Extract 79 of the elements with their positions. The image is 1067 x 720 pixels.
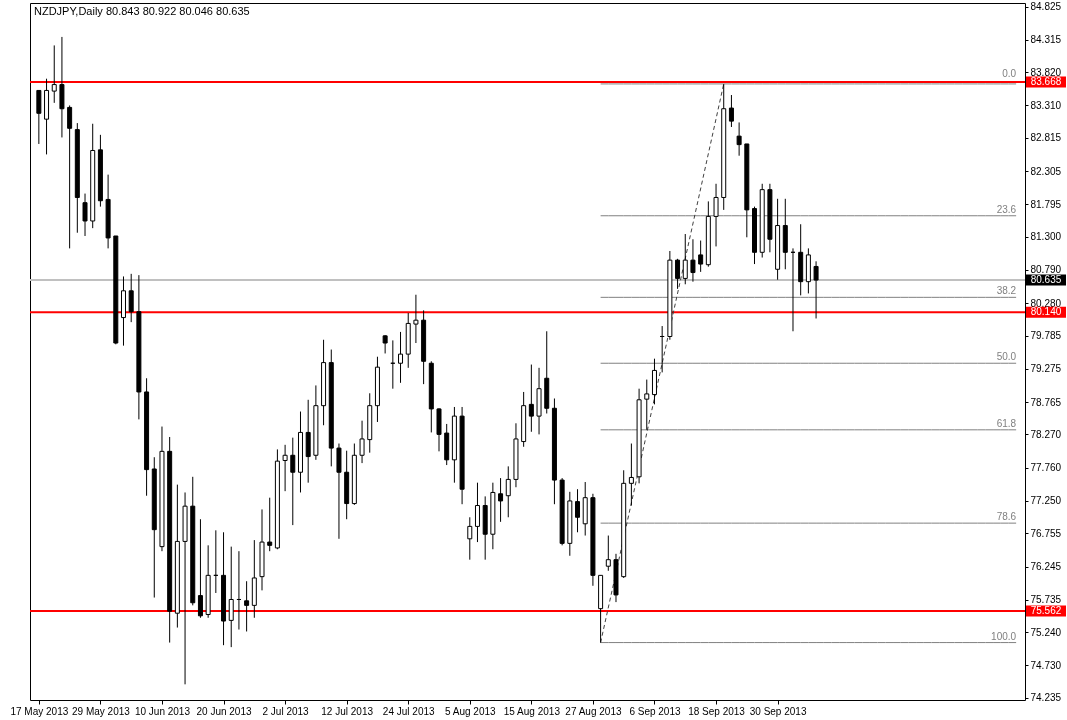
y-tick-label: 76.245 — [1030, 561, 1062, 573]
y-tick-label: 83.310 — [1030, 99, 1062, 111]
candlestick — [682, 233, 688, 285]
y-tick-label: 81.795 — [1030, 198, 1062, 210]
chart-title: NZDJPY,Daily 80.843 80.922 80.046 80.635 — [34, 5, 250, 17]
candlestick — [128, 273, 134, 323]
candlestick — [413, 294, 419, 344]
x-tick-label: 10 Jun 2013 — [134, 705, 191, 717]
candlestick — [398, 331, 404, 384]
x-tick-label: 20 Jun 2013 — [196, 705, 252, 717]
y-tick-label: 84.825 — [1030, 1, 1062, 13]
x-tick-label: 12 Jul 2013 — [321, 705, 374, 717]
y-tick-label: 79.785 — [1030, 330, 1062, 342]
y-tick-label: 78.765 — [1030, 396, 1062, 408]
ref-line-label: 80.140 — [1030, 306, 1062, 318]
y-tick-label: 74.235 — [1030, 692, 1062, 704]
ref-line-label: 75.562 — [1030, 605, 1062, 617]
candlestick — [36, 89, 42, 145]
x-tick-label: 27 Aug 2013 — [565, 705, 622, 717]
y-tick-label: 82.815 — [1030, 132, 1062, 144]
candlestick — [51, 44, 57, 104]
candlestick — [813, 260, 819, 319]
y-tick-label: 76.755 — [1030, 527, 1062, 539]
x-tick-label: 15 Aug 2013 — [503, 705, 561, 717]
candlestick — [605, 535, 611, 572]
y-tick-label: 77.250 — [1030, 495, 1062, 507]
candlestick — [267, 497, 273, 552]
ref-line-label: 80.635 — [1030, 274, 1062, 286]
candlestick — [505, 465, 511, 518]
series-label: 38.2 — [996, 285, 1017, 297]
y-tick-label: 78.270 — [1030, 428, 1062, 440]
series-label: 50.0 — [996, 351, 1017, 363]
candlestick — [197, 518, 203, 619]
candlestick — [359, 420, 365, 464]
y-tick-label: 83.820 — [1030, 66, 1062, 78]
candlestick — [528, 364, 534, 433]
series-label: 61.8 — [996, 417, 1017, 429]
candlestick — [498, 477, 504, 523]
candlestick — [282, 444, 288, 492]
series-label: 23.6 — [996, 203, 1017, 215]
x-tick-label: 24 Jul 2013 — [382, 705, 436, 717]
candlestick — [228, 546, 234, 648]
candlestick — [713, 183, 719, 247]
candlestick — [698, 240, 704, 273]
candlestick — [736, 121, 742, 157]
y-tick-label: 84.315 — [1030, 34, 1062, 46]
candlestick — [628, 443, 634, 507]
candlestick — [474, 482, 480, 543]
candlestick — [382, 334, 388, 354]
y-tick-label: 75.735 — [1030, 594, 1062, 606]
candlestick — [82, 193, 88, 237]
x-tick-label: 18 Sep 2013 — [688, 705, 746, 717]
y-tick-label: 77.760 — [1030, 462, 1062, 474]
candlestick — [244, 580, 250, 632]
y-tick-label: 82.305 — [1030, 165, 1062, 177]
y-tick-label: 80.790 — [1030, 264, 1062, 276]
y-tick-label: 81.300 — [1030, 231, 1062, 243]
series-label: 78.6 — [996, 511, 1017, 523]
series-label: 0.0 — [1002, 68, 1017, 80]
x-tick-label: 17 May 2013 — [10, 705, 69, 717]
y-tick-label: 74.730 — [1030, 659, 1062, 671]
candlestick — [690, 238, 696, 283]
series-label: 100.0 — [991, 630, 1017, 642]
x-tick-label: 2 Jul 2013 — [262, 705, 310, 717]
x-tick-label: 5 Aug 2013 — [444, 705, 497, 717]
candlestick — [575, 488, 581, 533]
ref-line-label: 83.668 — [1030, 76, 1062, 88]
y-tick-label: 75.240 — [1030, 626, 1062, 638]
x-tick-label: 30 Sep 2013 — [749, 705, 807, 717]
candlestick — [644, 379, 650, 431]
x-tick-label: 6 Sep 2013 — [629, 705, 681, 717]
y-tick-label: 79.275 — [1030, 363, 1062, 375]
candlestick — [467, 516, 473, 561]
candlestick — [675, 258, 681, 290]
candlestick — [67, 104, 73, 249]
y-tick-label: 80.280 — [1030, 297, 1062, 309]
candlestick — [728, 94, 734, 128]
x-tick-label: 29 May 2013 — [72, 705, 131, 717]
candlestick — [290, 437, 296, 526]
